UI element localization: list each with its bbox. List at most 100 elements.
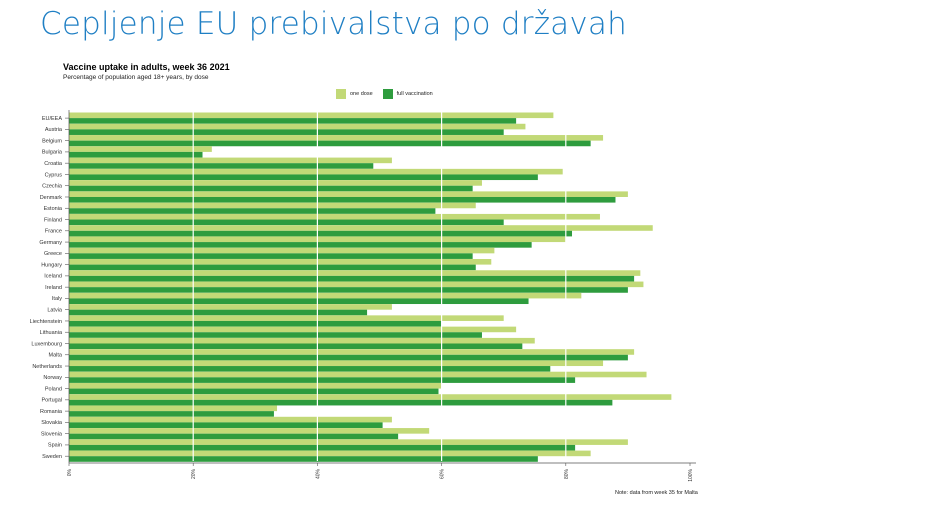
bar-full-vaccination-sweden: [69, 456, 538, 462]
bar-one-dose-estonia: [69, 202, 476, 209]
bar-one-dose-norway: [69, 371, 647, 378]
bar-full-vaccination-romania: [69, 411, 274, 417]
bar-full-vaccination-latvia: [69, 309, 368, 316]
country-label-hungary: Hungary: [41, 262, 62, 268]
bar-full-vaccination-slovenia: [69, 433, 399, 440]
bar-full-vaccination-luxembourg: [69, 343, 523, 350]
bar-one-dose-portugal: [69, 394, 672, 400]
country-label-portugal: Portugal: [42, 398, 63, 404]
bar-full-vaccination-bulgaria: [69, 151, 203, 158]
country-label-denmark: Denmark: [40, 195, 63, 201]
bar-one-dose-cyprus: [69, 168, 563, 175]
bar-one-dose-latvia: [69, 304, 392, 310]
bar-full-vaccination-slovakia: [69, 422, 383, 428]
x-tick-label-3: 60%: [440, 468, 446, 479]
bar-one-dose-czechia: [69, 180, 482, 186]
bar-one-dose-belgium: [69, 135, 604, 141]
country-label-austria: Austria: [45, 127, 63, 133]
bar-full-vaccination-eu-eea: [69, 118, 517, 124]
slide-title: Cepljenje EU prebivalstva po državah: [40, 6, 627, 42]
x-tick-label-2: 40%: [315, 468, 321, 479]
bar-full-vaccination-austria: [69, 129, 504, 135]
bar-full-vaccination-lithuania: [69, 332, 482, 338]
bar-one-dose-italy: [69, 292, 582, 299]
country-label-spain: Spain: [48, 443, 62, 449]
country-label-eu-eea: EU/EEA: [42, 116, 63, 122]
bar-full-vaccination-cyprus: [69, 174, 538, 181]
legend-label-full-vaccination: full vaccination: [396, 91, 433, 97]
bar-full-vaccination-finland: [69, 219, 504, 226]
bar-one-dose-france: [69, 225, 653, 231]
chart-legend: one dose full vaccination: [336, 89, 443, 99]
legend-item-full-vaccination: full vaccination: [382, 89, 433, 99]
bar-one-dose-romania: [69, 405, 278, 412]
country-label-liechtenstein: Liechtenstein: [30, 319, 62, 325]
country-label-france: France: [45, 229, 62, 235]
country-label-slovakia: Slovakia: [41, 420, 63, 426]
bar-full-vaccination-netherlands: [69, 366, 551, 372]
country-label-ireland: Ireland: [45, 285, 62, 291]
bar-full-vaccination-france: [69, 230, 573, 237]
bar-full-vaccination-hungary: [69, 264, 476, 271]
bar-full-vaccination-iceland: [69, 275, 635, 282]
bar-one-dose-austria: [69, 123, 526, 130]
country-label-slovenia: Slovenia: [41, 431, 63, 437]
country-label-poland: Poland: [45, 386, 62, 392]
legend-swatch-one-dose: [336, 89, 346, 99]
bar-full-vaccination-malta: [69, 354, 628, 361]
country-label-finland: Finland: [44, 217, 62, 223]
bar-full-vaccination-norway: [69, 377, 576, 383]
bar-one-dose-luxembourg: [69, 337, 535, 344]
x-tick-label-5: 100%: [688, 468, 694, 481]
bar-one-dose-iceland: [69, 270, 641, 276]
country-label-romania: Romania: [40, 409, 63, 415]
bar-one-dose-malta: [69, 349, 635, 355]
bar-one-dose-slovenia: [69, 428, 430, 434]
country-label-cyprus: Cyprus: [45, 172, 63, 178]
bar-one-dose-denmark: [69, 191, 628, 197]
bar-one-dose-eu-eea: [69, 112, 554, 119]
bar-full-vaccination-ireland: [69, 287, 628, 293]
country-label-malta: Malta: [49, 353, 63, 359]
country-label-belgium: Belgium: [42, 138, 62, 144]
x-tick-label-0: 0%: [67, 468, 73, 476]
country-label-luxembourg: Luxembourg: [31, 341, 62, 347]
bar-full-vaccination-estonia: [69, 208, 436, 214]
bar-one-dose-spain: [69, 439, 628, 445]
bar-one-dose-greece: [69, 247, 495, 254]
chart-note: Note: data from week 35 for Malta: [615, 490, 698, 496]
bar-full-vaccination-czechia: [69, 185, 473, 192]
chart-title: Vaccine uptake in adults, week 36 2021: [63, 62, 230, 72]
legend-label-one-dose: one dose: [350, 91, 373, 97]
country-label-iceland: Iceland: [44, 274, 62, 280]
bar-full-vaccination-belgium: [69, 140, 591, 147]
bar-one-dose-croatia: [69, 157, 392, 164]
bar-one-dose-poland: [69, 382, 442, 389]
country-label-sweden: Sweden: [42, 454, 62, 460]
bar-full-vaccination-liechtenstein: [69, 320, 442, 327]
bar-one-dose-lithuania: [69, 326, 517, 333]
chart-subtitle: Percentage of population aged 18+ years,…: [63, 74, 209, 81]
bar-full-vaccination-spain: [69, 444, 576, 451]
bar-full-vaccination-greece: [69, 253, 473, 259]
bar-one-dose-ireland: [69, 281, 644, 288]
country-label-croatia: Croatia: [44, 161, 63, 167]
bar-full-vaccination-portugal: [69, 399, 613, 406]
country-label-norway: Norway: [43, 375, 62, 381]
x-tick-label-1: 20%: [191, 468, 197, 479]
bar-full-vaccination-croatia: [69, 163, 374, 169]
country-label-bulgaria: Bulgaria: [42, 150, 63, 156]
bar-one-dose-bulgaria: [69, 146, 212, 152]
country-label-latvia: Latvia: [47, 307, 63, 313]
country-label-greece: Greece: [44, 251, 62, 257]
x-tick-label-4: 80%: [564, 468, 570, 479]
bar-one-dose-sweden: [69, 450, 591, 457]
legend-item-one-dose: one dose: [336, 89, 373, 99]
bar-one-dose-slovakia: [69, 416, 392, 423]
country-label-italy: Italy: [52, 296, 62, 302]
country-label-germany: Germany: [39, 240, 62, 246]
country-label-czechia: Czechia: [42, 184, 63, 190]
bar-full-vaccination-italy: [69, 298, 529, 305]
bar-one-dose-finland: [69, 213, 600, 220]
